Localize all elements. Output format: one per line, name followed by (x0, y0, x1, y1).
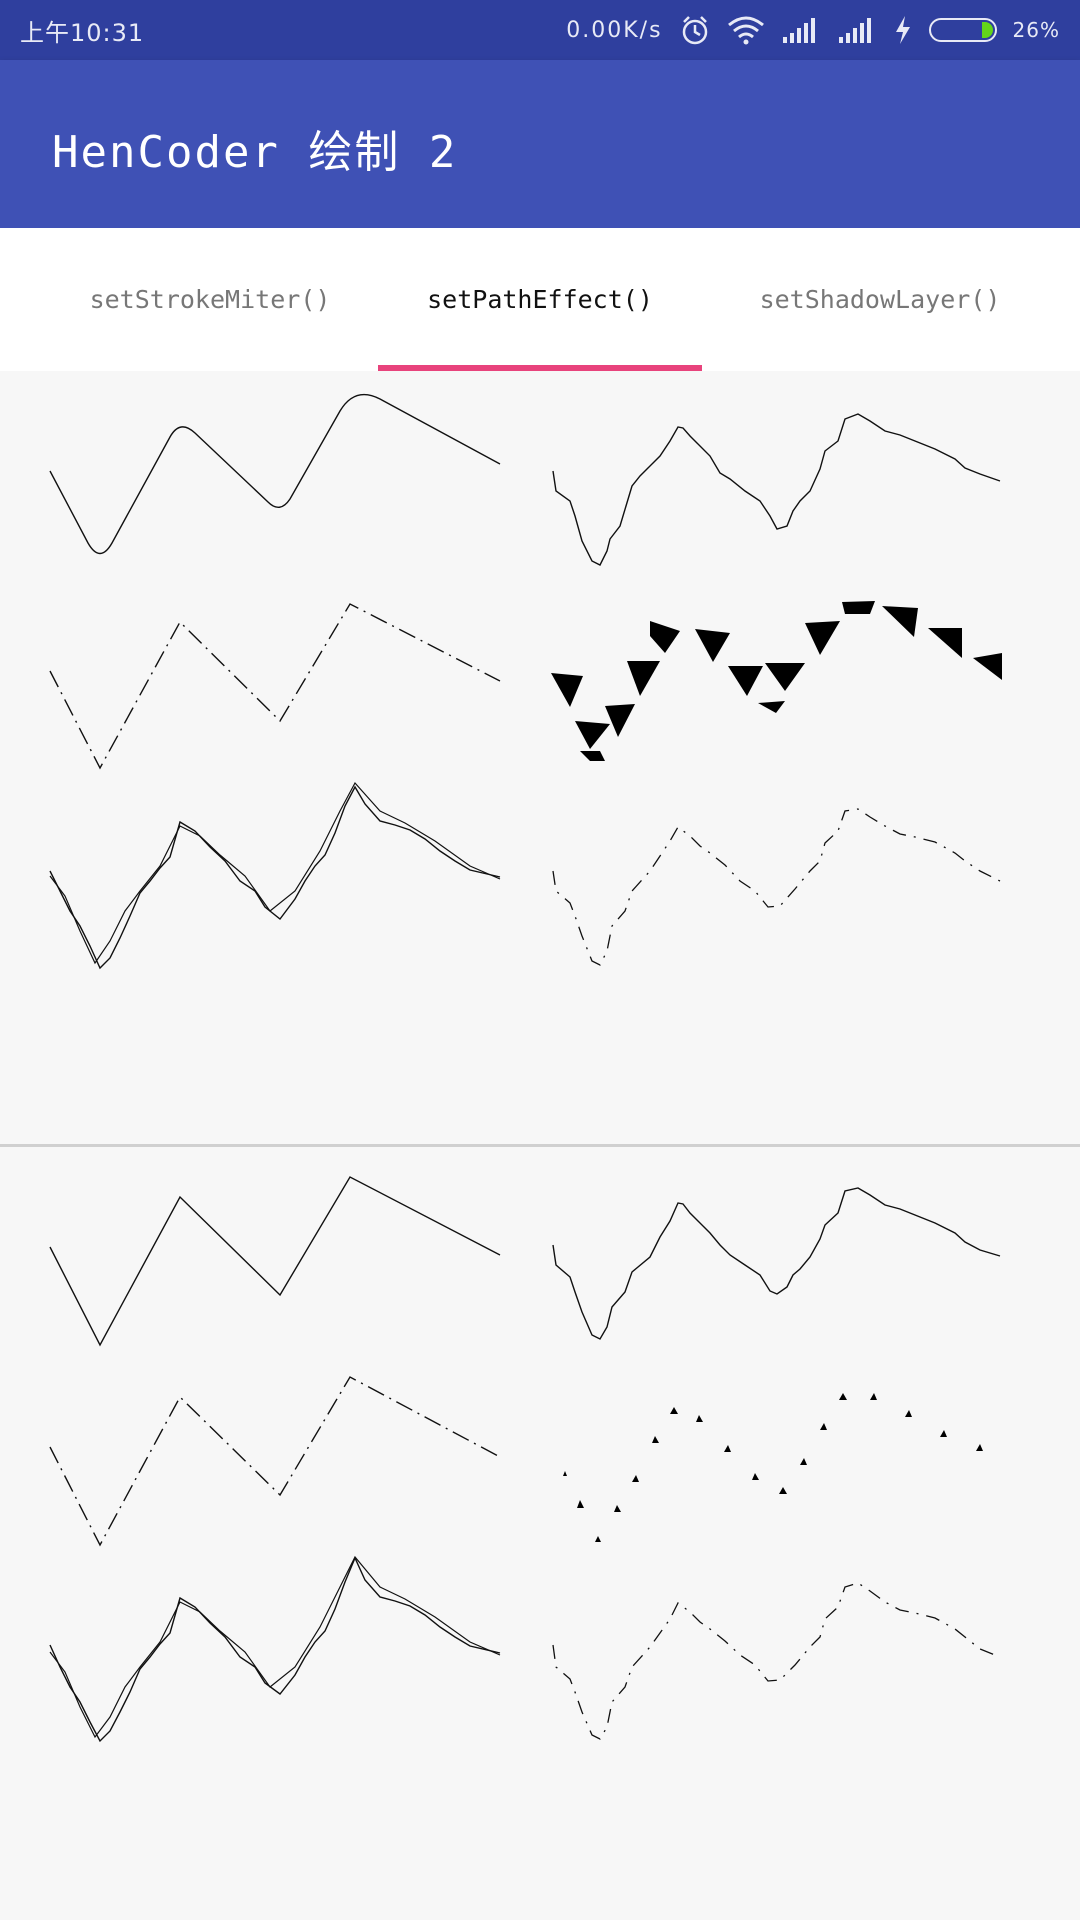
sum-path-effect (552, 1582, 1001, 1740)
status-time: 上午10:31 (20, 18, 145, 47)
compose-path-effect (49, 785, 501, 970)
tab-set-shadow-layer[interactable]: setShadowLayer() (720, 228, 1040, 371)
compose-path-effect (49, 1556, 501, 1743)
path-dash-path-effect (551, 601, 1002, 761)
discrete-path-effect (552, 1187, 1001, 1340)
signal-icon (782, 18, 815, 43)
tab-indicator (378, 365, 702, 371)
battery-level (981, 22, 993, 38)
tab-set-path-effect[interactable]: setPathEffect() (378, 228, 702, 371)
status-bar: 上午10:31 0.00K/s (0, 0, 1080, 60)
sum-path-effect (552, 808, 1001, 966)
battery-icon (928, 18, 997, 42)
signal-icon (838, 18, 871, 43)
path-effect-canvas (49, 1176, 1001, 1743)
path-effect-view (0, 1147, 1080, 1920)
battery-percent: 26% (1012, 18, 1060, 42)
tab-bar: setStrokeMiter() setPathEffect() setShad… (0, 228, 1080, 371)
path-dash-small-triangles (563, 1393, 983, 1542)
status-icons: 0.00K/s (566, 14, 1060, 46)
dash-path-effect (49, 1376, 501, 1547)
alarm-icon (682, 16, 707, 45)
plain-path (49, 1176, 501, 1347)
compose-path-effect (49, 1555, 501, 1739)
tab-label: setShadowLayer() (759, 285, 1001, 314)
path-effect-canvas (49, 393, 1002, 970)
network-speed: 0.00K/s (566, 17, 663, 43)
tab-set-stroke-miter[interactable]: setStrokeMiter() (40, 228, 380, 371)
dash-path-effect (49, 603, 501, 770)
charging-icon (895, 16, 910, 44)
path-effect-view (0, 371, 1080, 1144)
tab-label: setStrokeMiter() (89, 285, 331, 314)
compose-path-effect (49, 781, 501, 965)
discrete-path-effect (552, 413, 1001, 566)
wifi-icon (727, 16, 764, 45)
app-bar: HenCoder 绘制 2 (0, 60, 1080, 228)
corner-path-effect (49, 393, 501, 555)
tab-label: setPathEffect() (427, 285, 653, 314)
divider (0, 1144, 1080, 1147)
app-title: HenCoder 绘制 2 (52, 127, 458, 178)
